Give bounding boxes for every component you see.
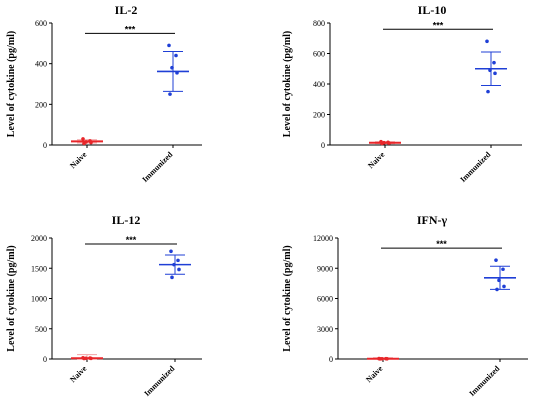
x-category-label: Immunized — [458, 150, 492, 184]
y-tick-label: 1000 — [31, 295, 47, 304]
y-tick-label: 0 — [329, 355, 333, 364]
y-tick-label: 1500 — [31, 264, 47, 273]
data-point — [169, 249, 173, 254]
y-tick-label: 600 — [313, 50, 325, 59]
y-tick-label: 9000 — [317, 264, 333, 273]
data-point — [378, 357, 382, 361]
x-category-label: Immunized — [467, 364, 501, 398]
data-point — [494, 258, 498, 262]
x-category-label: Naive — [68, 364, 89, 385]
data-point — [502, 284, 506, 289]
data-point — [168, 92, 172, 96]
data-point — [495, 287, 499, 292]
y-tick-label: 500 — [35, 325, 47, 334]
significance-label: *** — [126, 235, 137, 245]
chart-title: IFN-γ — [417, 213, 448, 227]
data-point — [486, 89, 490, 94]
x-category-label: Naive — [364, 364, 385, 385]
y-tick-label: 0 — [43, 141, 47, 150]
y-tick-label: 0 — [321, 141, 325, 150]
chart-title: IL-10 — [418, 3, 447, 17]
data-point — [387, 141, 391, 145]
data-point — [172, 262, 176, 267]
data-point — [170, 65, 174, 70]
y-tick-label: 600 — [35, 19, 47, 28]
data-point — [493, 71, 497, 76]
data-point — [82, 141, 86, 146]
y-axis-label: Level of cytokine (pg/ml) — [6, 31, 17, 137]
y-tick-label: 2000 — [31, 234, 47, 243]
y-axis-label: Level of cytokine (pg/ml) — [282, 31, 293, 137]
data-point — [89, 140, 93, 145]
chart-panel: IL-10 Level of cytokine (pg/ml) 0 200 400 600… — [282, 3, 522, 184]
data-point — [485, 39, 489, 44]
data-point — [82, 356, 86, 361]
x-category-label: Naive — [68, 150, 89, 171]
y-tick-label: 200 — [313, 111, 325, 120]
data-point — [174, 53, 178, 58]
chart-panel: IL-2 Level of cytokine (pg/ml) 0 200 400 600 N… — [6, 3, 202, 184]
data-point — [177, 267, 181, 272]
data-point — [175, 71, 179, 75]
data-point — [501, 267, 505, 272]
y-axis-label: Level of cytokine (pg/ml) — [6, 245, 17, 351]
significance-label: *** — [436, 239, 447, 249]
chart-title: IL-2 — [115, 3, 138, 17]
y-axis-label: Level of cytokine (pg/ml) — [282, 245, 293, 351]
data-point — [497, 278, 501, 283]
data-point — [89, 356, 93, 361]
significance-label: *** — [433, 20, 444, 30]
y-tick-label: 200 — [35, 100, 47, 109]
data-point — [488, 68, 492, 73]
chart-title: IL-12 — [112, 213, 141, 227]
x-category-label: Immunized — [140, 150, 174, 184]
x-category-label: Naive — [366, 150, 387, 171]
y-tick-label: 0 — [43, 355, 47, 364]
y-tick-label: 6000 — [317, 295, 333, 304]
data-point — [81, 137, 85, 141]
x-category-label: Immunized — [142, 364, 176, 398]
y-tick-label: 400 — [313, 80, 325, 89]
significance-label: *** — [125, 24, 136, 34]
y-tick-label: 800 — [313, 19, 325, 28]
data-point — [176, 258, 180, 263]
data-point — [492, 60, 496, 65]
y-tick-label: 400 — [35, 60, 47, 69]
data-point — [385, 356, 389, 361]
data-point — [167, 43, 171, 48]
data-point — [380, 141, 384, 146]
chart-panel: IFN-γ Level of cytokine (pg/ml) 0 3000 6000 9… — [282, 213, 528, 398]
y-tick-label: 3000 — [317, 325, 333, 334]
chart-panel: IL-12 Level of cytokine (pg/ml) 0 500 1000 15… — [6, 213, 202, 398]
y-tick-label: 12000 — [313, 234, 333, 243]
data-point — [170, 275, 174, 280]
